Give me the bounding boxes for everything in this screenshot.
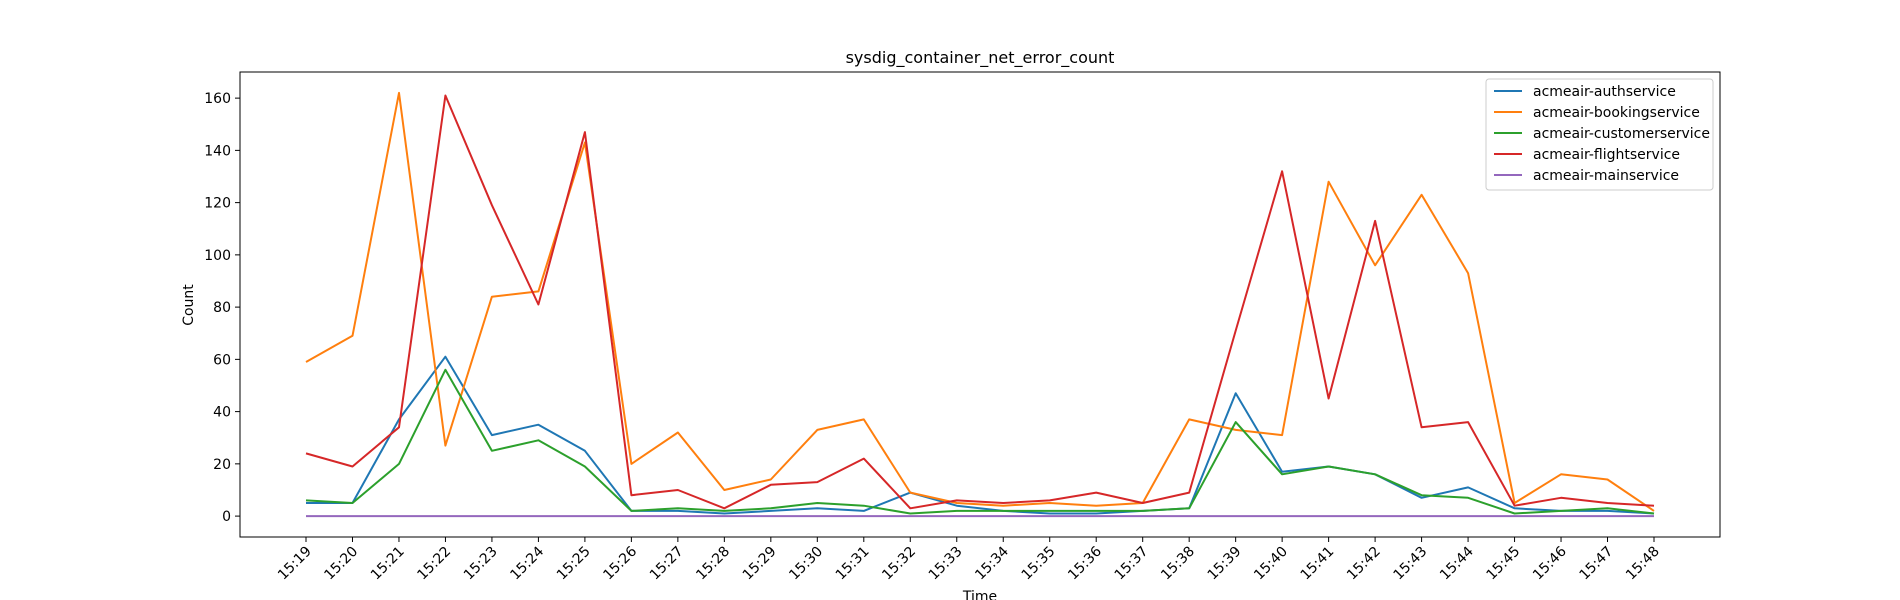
- x-tick-label: 15:25: [554, 544, 594, 584]
- x-tick-label: 15:44: [1437, 543, 1477, 583]
- x-axis: 15:19 15:20 15:21 15:22 15:23 15:24 15:25 15:26…: [275, 537, 1663, 583]
- legend-item: acmeair-customerservice: [1494, 126, 1710, 142]
- legend-label: acmeair-flightservice: [1533, 147, 1680, 163]
- x-tick-label: 15:26: [600, 543, 640, 583]
- x-tick-label: 15:43: [1391, 544, 1431, 584]
- x-tick-label: 15:24: [507, 543, 547, 583]
- series-layer: [305, 91, 1655, 518]
- x-tick-label: 15:38: [1158, 544, 1198, 584]
- x-tick-label: 15:42: [1344, 544, 1384, 584]
- legend-item: acmeair-bookingservice: [1494, 105, 1700, 121]
- y-tick-label: 120: [204, 196, 231, 212]
- x-tick-label: 15:27: [647, 544, 687, 584]
- x-tick-label: 15:32: [879, 544, 919, 584]
- x-tick-label: 15:37: [1112, 544, 1152, 584]
- x-tick-label: 15:35: [1019, 544, 1059, 584]
- x-tick-label: 15:31: [833, 544, 873, 584]
- series-line-acmeair-authservice: [306, 355, 1655, 515]
- x-tick-label: 15:46: [1530, 543, 1570, 583]
- series-line-acmeair-flightservice: [305, 94, 1655, 510]
- y-tick-label: 0: [222, 509, 231, 525]
- x-tick-label: 15:48: [1623, 544, 1663, 584]
- x-tick-label: 15:40: [1251, 544, 1291, 584]
- legend-item: acmeair-authservice: [1494, 84, 1676, 100]
- y-tick-label: 20: [213, 457, 231, 473]
- x-tick-label: 15:23: [461, 544, 501, 584]
- y-axis: 0 20 40 60 80 100 120 140 160: [204, 91, 240, 525]
- x-tick-label: 15:34: [972, 543, 1012, 583]
- legend-label: acmeair-mainservice: [1533, 168, 1679, 184]
- y-tick-label: 140: [204, 143, 231, 159]
- series-line-acmeair-customerservice: [305, 368, 1655, 515]
- legend-label: acmeair-customerservice: [1533, 126, 1710, 142]
- x-tick-label: 15:19: [275, 544, 315, 584]
- legend: acmeair-authservice acmeair-bookingservic…: [1485, 78, 1714, 191]
- x-tick-label: 15:47: [1576, 544, 1616, 584]
- x-tick-label: 15:39: [1205, 544, 1245, 584]
- y-tick-label: 40: [213, 405, 231, 421]
- x-tick-label: 15:33: [926, 544, 966, 584]
- x-tick-label: 15:20: [321, 544, 361, 584]
- x-tick-label: 15:30: [786, 544, 826, 584]
- x-tick-label: 15:45: [1484, 544, 1524, 584]
- y-tick-label: 100: [204, 248, 231, 264]
- y-tick-label: 80: [213, 300, 231, 316]
- x-tick-label: 15:28: [693, 544, 733, 584]
- plot-frame: [239, 71, 1721, 538]
- chart-title: sysdig_container_net_error_count: [846, 48, 1115, 68]
- x-tick-label: 15:36: [1065, 543, 1105, 583]
- legend-items: acmeair-authservice acmeair-bookingservic…: [1494, 84, 1710, 184]
- x-axis-title: Time: [962, 589, 997, 600]
- legend-item: acmeair-mainservice: [1494, 168, 1679, 184]
- x-tick-label: 15:22: [414, 544, 454, 584]
- x-tick-label: 15:21: [368, 544, 408, 584]
- y-axis-title: Count: [181, 284, 197, 326]
- legend-box: [1485, 78, 1714, 191]
- x-tick-label: 15:29: [740, 544, 780, 584]
- legend-label: acmeair-authservice: [1533, 84, 1676, 100]
- y-tick-label: 60: [213, 352, 231, 368]
- legend-label: acmeair-bookingservice: [1533, 105, 1700, 121]
- series-line-acmeair-bookingservice: [305, 91, 1655, 512]
- y-tick-label: 160: [204, 91, 231, 107]
- legend-item: acmeair-flightservice: [1494, 147, 1680, 163]
- x-tick-label: 15:41: [1298, 544, 1338, 584]
